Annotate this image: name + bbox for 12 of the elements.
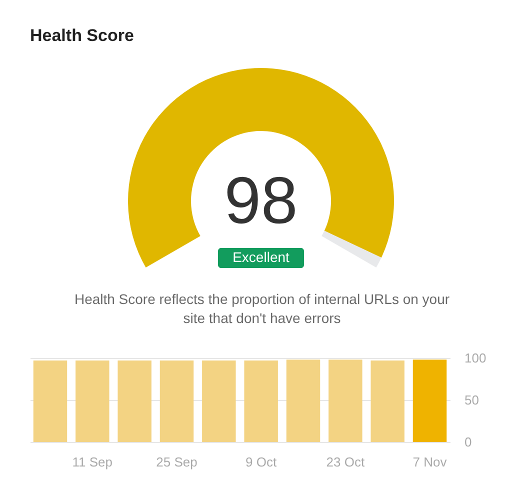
x-tick-label: 25 Sep bbox=[156, 454, 198, 470]
chart-title: Health Score bbox=[30, 26, 134, 45]
x-tick-label: 23 Oct bbox=[326, 454, 365, 470]
text: Health Score reflects the proportion of internal URLs on your site that don't have errors bbox=[74, 291, 450, 326]
x-tick-label: 9 Oct bbox=[246, 454, 277, 470]
y-tick-label: 100 bbox=[464, 350, 486, 366]
y-tick-label: 50 bbox=[464, 392, 479, 408]
data-label: 98 bbox=[224, 163, 298, 237]
text: Excellent bbox=[232, 249, 290, 265]
x-tick-label: 7 Nov bbox=[412, 454, 448, 470]
y-tick-label: 0 bbox=[464, 434, 472, 450]
x-tick-label: 11 Sep bbox=[72, 454, 113, 470]
